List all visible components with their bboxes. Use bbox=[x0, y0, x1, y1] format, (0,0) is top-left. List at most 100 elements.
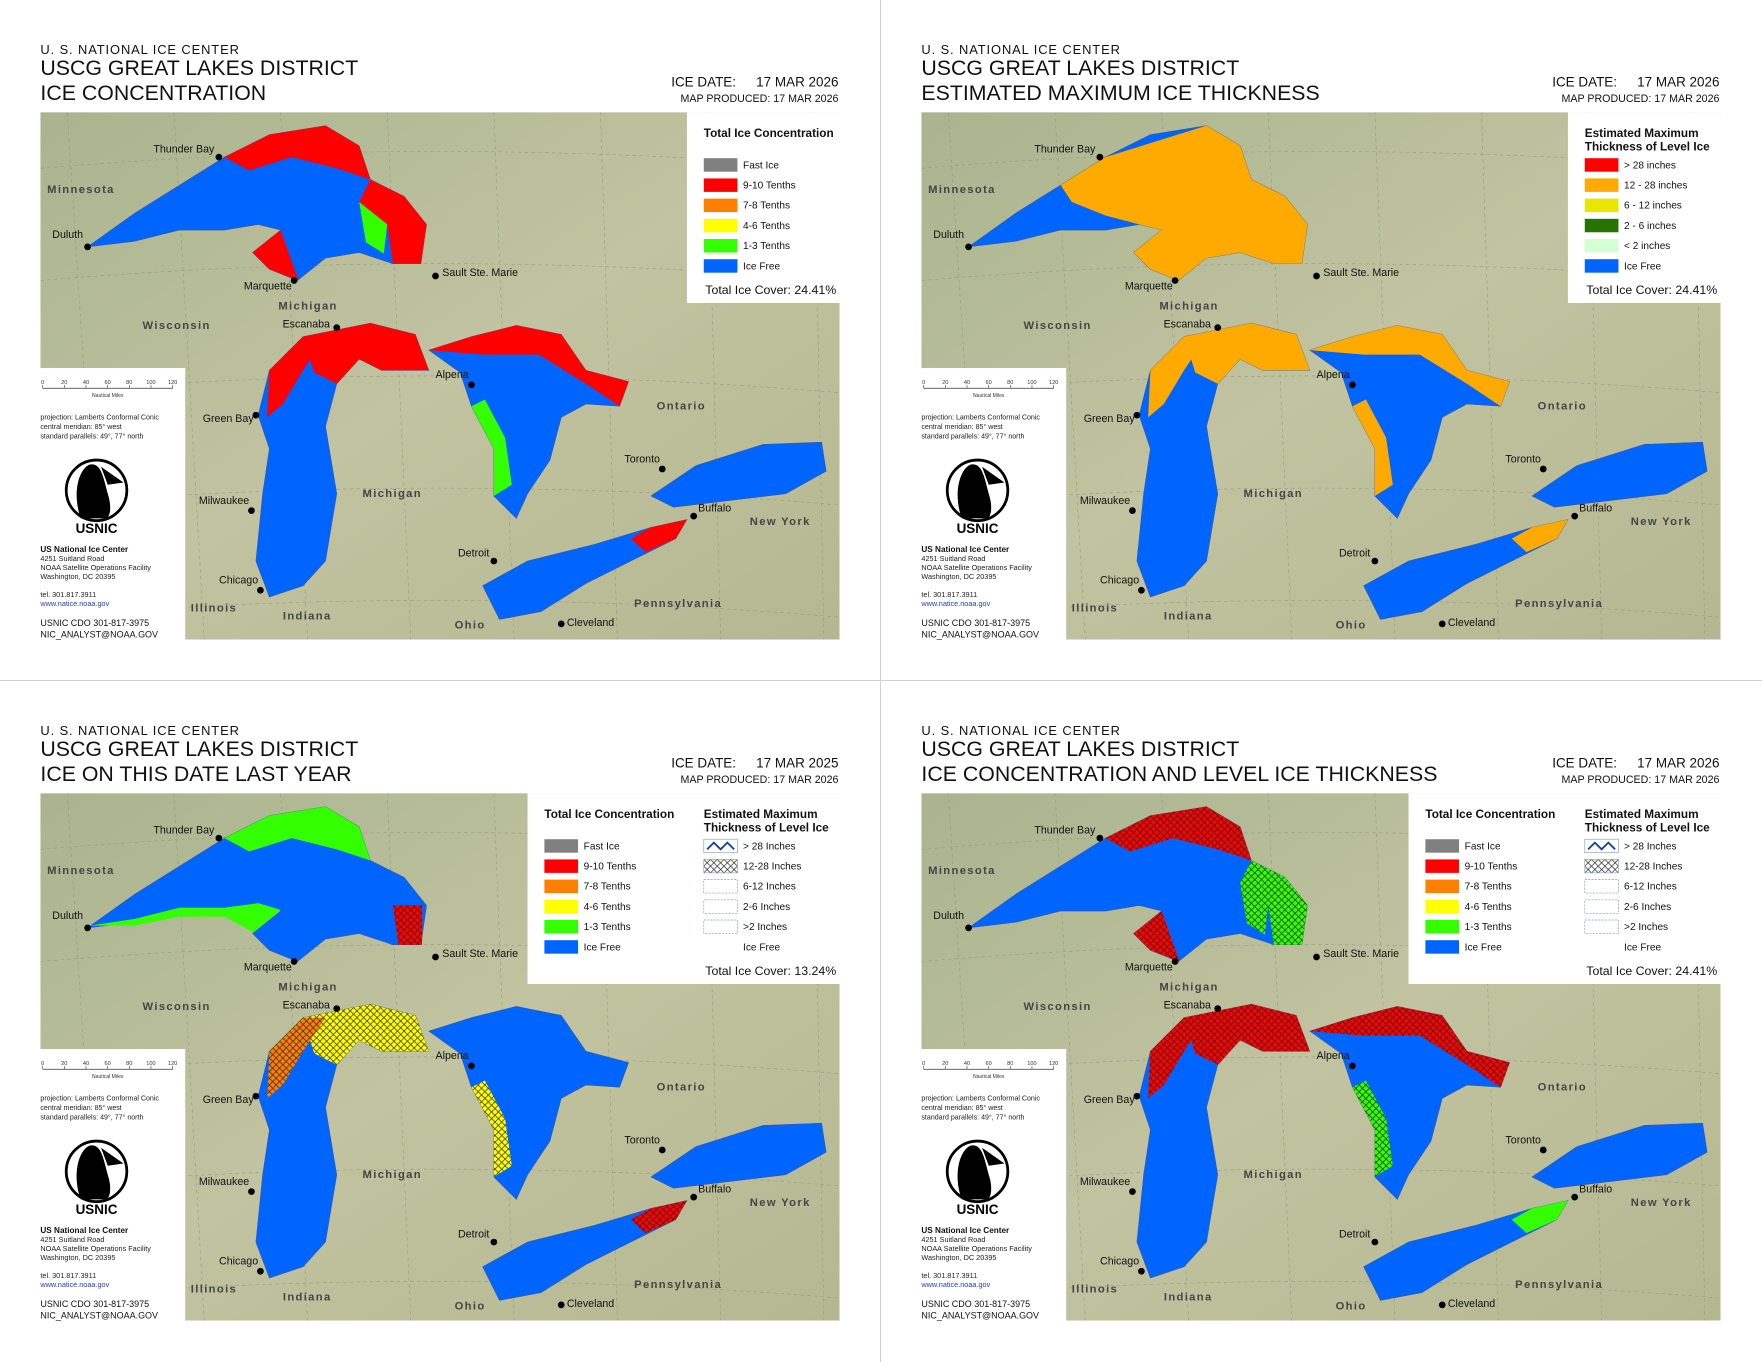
city-dot bbox=[215, 834, 223, 842]
logo-text: USNIC bbox=[76, 521, 118, 536]
city-label: Milwaukee bbox=[1080, 1176, 1130, 1188]
city-dot bbox=[557, 620, 565, 628]
ice-thickness-hatch bbox=[1184, 1004, 1310, 1065]
region-label: Minnesota bbox=[928, 184, 996, 196]
legend-swatch bbox=[703, 259, 738, 273]
legend-swatch bbox=[1425, 940, 1460, 954]
region-label: Illinois bbox=[1072, 1284, 1118, 1296]
scale-label: 60 bbox=[986, 380, 992, 386]
city-dot bbox=[1096, 834, 1104, 842]
website: www.natice.noaa.gov bbox=[39, 1280, 109, 1289]
logo-penguin bbox=[76, 464, 124, 519]
legend-title: Thickness of Level Ice bbox=[1585, 140, 1710, 153]
city-label: Chicago bbox=[219, 574, 258, 586]
city-dot bbox=[84, 924, 91, 932]
logo-circle bbox=[945, 1139, 1010, 1204]
legend-swatch bbox=[703, 919, 738, 934]
legend-title: Estimated Maximum bbox=[704, 808, 818, 821]
projection-note: standard parallels: 49°, 77° north bbox=[921, 433, 1024, 441]
city-dot bbox=[432, 953, 439, 961]
city-dot bbox=[1138, 1267, 1145, 1275]
legend-swatch bbox=[1584, 178, 1619, 192]
scale-label: 120 bbox=[1049, 380, 1058, 386]
legend-swatch bbox=[544, 940, 579, 954]
logo-penguin bbox=[76, 1145, 124, 1200]
ice-area bbox=[1060, 125, 1308, 281]
address-line: Washington, DC 20395 bbox=[921, 1253, 996, 1262]
lake bbox=[255, 1003, 430, 1279]
city-dot bbox=[1133, 1092, 1141, 1100]
city-label: Sault Ste. Marie bbox=[442, 267, 518, 279]
city-label: Alpena bbox=[1317, 1050, 1350, 1062]
legend-title: Total Ice Concentration bbox=[704, 127, 834, 140]
ice-area bbox=[359, 179, 427, 264]
panel: Minnesota Michigan Wisconsin Ontario Michiga… bbox=[881, 0, 1762, 681]
contact-line: USNIC CDO 301-817-3975 bbox=[40, 618, 149, 628]
scale-unit: Nautical Miles bbox=[92, 393, 124, 399]
legend-label: Ice Free bbox=[1624, 261, 1661, 272]
city-dot bbox=[257, 1267, 264, 1275]
phone: tel. 301.817.3911 bbox=[40, 590, 96, 599]
city-label: Marquette bbox=[244, 281, 292, 293]
contact-line: NIC_ANALYST@NOAA.GOV bbox=[40, 1310, 158, 1320]
legend-title: Thickness of Level Ice bbox=[1585, 821, 1710, 834]
city-label: Thunder Bay bbox=[153, 144, 215, 156]
projection-note: projection: Lamberts Conformal Conic bbox=[40, 415, 159, 422]
legend-label: Fast Ice bbox=[584, 841, 620, 852]
agency: U. S. NATIONAL ICE CENTER bbox=[40, 42, 239, 57]
legend-label: 7-8 Tenths bbox=[1465, 882, 1512, 893]
contact-line: NIC_ANALYST@NOAA.GOV bbox=[40, 629, 158, 639]
website: www.natice.noaa.gov bbox=[920, 1280, 990, 1289]
org-name: US National Ice Center bbox=[40, 1226, 129, 1235]
scale-label: 0 bbox=[922, 380, 925, 386]
logo-text: USNIC bbox=[76, 1202, 118, 1217]
contact-line: USNIC CDO 301-817-3975 bbox=[40, 1299, 149, 1309]
region-label: Ontario bbox=[657, 401, 706, 413]
map-title: USCG GREAT LAKES DISTRICT bbox=[921, 56, 1239, 80]
ice-date-label: ICE DATE: bbox=[1552, 755, 1617, 770]
ice-date-label: ICE DATE: bbox=[671, 755, 736, 770]
scale-label: 20 bbox=[61, 1061, 67, 1067]
lake bbox=[1136, 1003, 1311, 1279]
lake bbox=[1531, 441, 1708, 508]
legend-label: > 28 Inches bbox=[1624, 841, 1676, 852]
ice-date: 17 MAR 2026 bbox=[1637, 74, 1719, 89]
city-dot bbox=[965, 243, 972, 251]
city-dot bbox=[248, 1188, 255, 1195]
contact-line: NIC_ANALYST@NOAA.GOV bbox=[921, 1310, 1039, 1320]
region-label: Minnesota bbox=[47, 865, 115, 877]
ice-thickness-hatch bbox=[1309, 1006, 1510, 1088]
phone: tel. 301.817.3911 bbox=[40, 1271, 96, 1280]
agency: U. S. NATIONAL ICE CENTER bbox=[40, 723, 239, 738]
scale-label: 40 bbox=[964, 380, 970, 386]
scale-label: 60 bbox=[105, 1061, 111, 1067]
legend-label: Ice Free bbox=[1624, 942, 1661, 953]
city-label: Escanaba bbox=[283, 1000, 330, 1012]
city-label: Toronto bbox=[624, 453, 660, 465]
lake bbox=[650, 1122, 827, 1189]
phone: tel. 301.817.3911 bbox=[921, 590, 977, 599]
address-line: NOAA Satellite Operations Facility bbox=[40, 563, 151, 572]
ice-thickness-hatch bbox=[303, 1004, 429, 1065]
ice-area bbox=[303, 323, 429, 384]
legend-label: 1-3 Tenths bbox=[584, 922, 631, 933]
legend-swatch bbox=[1584, 879, 1619, 894]
ice-area bbox=[471, 399, 512, 496]
logo-circle bbox=[64, 458, 129, 523]
logo-penguin bbox=[957, 1145, 1005, 1200]
city-dot bbox=[1096, 153, 1104, 161]
city-label: Milwaukee bbox=[199, 495, 249, 507]
ice-thickness-hatch bbox=[392, 905, 423, 945]
legend-label: 12 - 28 inches bbox=[1624, 181, 1687, 192]
city-dot bbox=[1571, 512, 1579, 520]
address-line: NOAA Satellite Operations Facility bbox=[40, 1244, 151, 1253]
legend-label: 4-6 Tenths bbox=[584, 902, 631, 913]
scale-label: 60 bbox=[105, 380, 111, 386]
region-label: Michigan bbox=[278, 982, 337, 994]
legend-swatch bbox=[703, 239, 738, 253]
ice-area bbox=[224, 806, 371, 861]
legend-label: 12-28 Inches bbox=[1624, 862, 1682, 873]
graticule bbox=[40, 832, 840, 850]
lake bbox=[650, 441, 827, 508]
legend-swatch bbox=[1584, 838, 1619, 854]
